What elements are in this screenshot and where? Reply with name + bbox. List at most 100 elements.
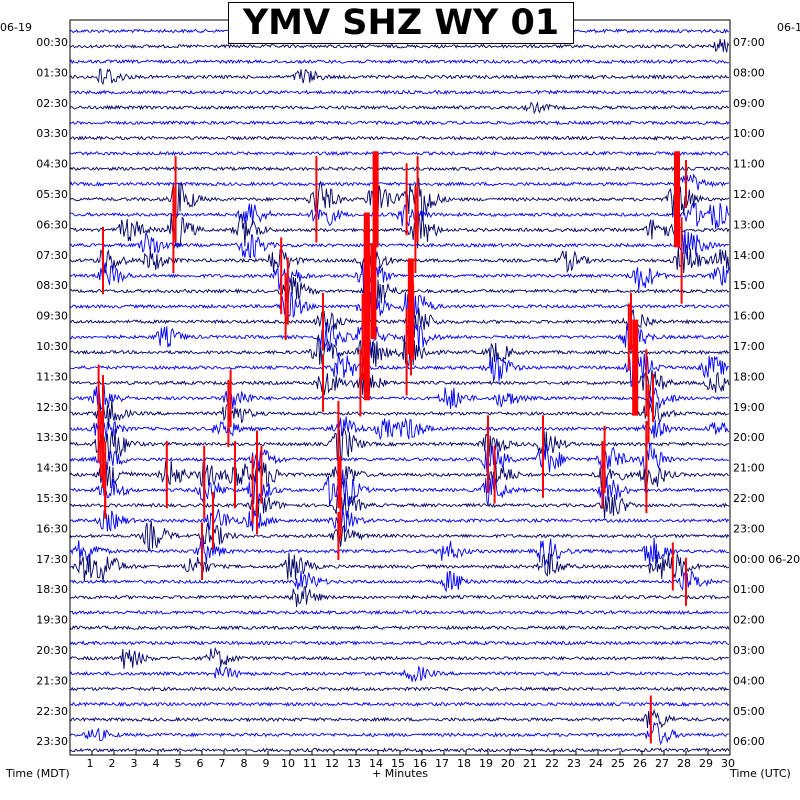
minute-tick-label: 20 xyxy=(501,757,515,770)
left-tick-label: 23:30 xyxy=(36,735,68,748)
event-highlights xyxy=(97,151,687,744)
trace-row-44 xyxy=(69,701,730,708)
right-tick-label: 01:00 xyxy=(733,583,765,596)
minute-tick-label: 15 xyxy=(391,757,405,770)
event-mark-28-1 xyxy=(256,430,258,489)
right-tick-label: 00:00 06-20 xyxy=(733,553,800,566)
trace-row-11 xyxy=(69,177,730,222)
trace-row-3 xyxy=(69,68,730,85)
left-tick-label: 04:30 xyxy=(36,158,68,171)
minute-ticks: 1 2 3 4 5 6 7 8 9 10 11 12 13 14 15 16 17 18 19 20 21 22 23 24 2… xyxy=(87,751,735,770)
event-mark-20-0 xyxy=(361,293,364,381)
trace-row-16 xyxy=(69,259,730,295)
event-mark-29-5 xyxy=(337,441,340,509)
left-tick-label: 06:30 xyxy=(36,218,68,231)
event-mark-26-0 xyxy=(97,395,100,463)
right-tick-label: 07:00 xyxy=(733,36,765,49)
trace-row-7 xyxy=(69,135,730,141)
left-tick-label: 15:30 xyxy=(36,492,68,505)
trace-row-22 xyxy=(69,346,730,389)
minute-tick-label: 12 xyxy=(325,757,339,770)
right-tick-label: 15:00 xyxy=(733,279,765,292)
minute-tick-label: 4 xyxy=(153,757,160,770)
trace-row-28 xyxy=(69,442,730,476)
trace-row-41 xyxy=(69,646,730,669)
event-mark-20-1 xyxy=(410,298,412,376)
event-mark-19-0 xyxy=(322,292,324,351)
right-tick-label: 09:00 xyxy=(733,97,765,110)
event-mark-21-1 xyxy=(405,309,408,396)
event-mark-15-0 xyxy=(102,226,104,295)
left-tick-label: 12:30 xyxy=(36,401,68,414)
right-tick-label: 05:00 xyxy=(733,705,765,718)
event-mark-11-5 xyxy=(674,151,680,248)
minute-tick-label: 6 xyxy=(197,757,204,770)
trace-row-35 xyxy=(69,552,730,582)
event-mark-29-6 xyxy=(493,445,496,504)
trace-row-12 xyxy=(69,202,730,229)
trace-row-9 xyxy=(69,166,730,172)
left-tick-label: 03:30 xyxy=(36,127,68,140)
trace-row-32 xyxy=(69,509,730,534)
right-axis-label: Time (UTC) xyxy=(730,767,791,780)
left-tick-label: 17:30 xyxy=(36,553,68,566)
left-tick-label: 05:30 xyxy=(36,188,68,201)
minute-tick-label: 24 xyxy=(589,757,603,770)
trace-row-45 xyxy=(69,708,730,729)
trace-row-39 xyxy=(69,624,730,631)
event-mark-11-0 xyxy=(174,156,177,243)
right-tick-label: 23:00 xyxy=(733,522,765,535)
event-mark-28-0 xyxy=(102,430,104,489)
trace-row-40 xyxy=(69,640,730,646)
x-axis-label: + Minutes xyxy=(372,767,429,780)
right-tick-label: 06:00 xyxy=(733,735,765,748)
left-tick-label: 00:30 xyxy=(36,36,68,49)
right-tick-label: 16:00 xyxy=(733,310,765,323)
right-time-ticks: 07:00 08:00 09:00 10:00 11:00 12:00 13:00 14:00… xyxy=(733,36,800,748)
minute-tick-label: 13 xyxy=(347,757,361,770)
trace-row-26 xyxy=(69,416,730,441)
event-mark-19-2 xyxy=(630,292,632,351)
left-tick-label: 19:30 xyxy=(36,614,68,627)
trace-row-38 xyxy=(69,609,730,616)
trace-row-33 xyxy=(69,521,730,551)
trace-row-2 xyxy=(69,58,730,65)
event-mark-36-0 xyxy=(685,557,687,606)
event-mark-11-4 xyxy=(416,156,419,243)
minute-tick-label: 8 xyxy=(241,757,248,770)
event-mark-33-0 xyxy=(337,511,340,560)
event-mark-25-2 xyxy=(647,384,650,443)
minute-tick-label: 2 xyxy=(109,757,116,770)
event-mark-30-1 xyxy=(203,461,206,519)
event-mark-16-0 xyxy=(280,237,283,315)
event-mark-25-0 xyxy=(102,375,104,452)
trace-row-8 xyxy=(69,150,730,157)
trace-rows xyxy=(69,28,730,753)
trace-row-27 xyxy=(69,427,730,462)
minute-tick-label: 29 xyxy=(699,757,713,770)
trace-row-24 xyxy=(69,384,729,411)
right-tick-label: 14:00 xyxy=(733,249,765,262)
left-tick-label: 08:30 xyxy=(36,279,68,292)
event-mark-28-4 xyxy=(603,425,606,493)
right-tick-label: 02:00 xyxy=(733,614,765,627)
trace-row-23 xyxy=(69,369,730,398)
event-mark-23-2 xyxy=(645,349,648,417)
left-tick-label: 01:30 xyxy=(36,66,68,79)
left-tick-label: 16:30 xyxy=(36,522,68,535)
event-mark-24-2 xyxy=(652,374,654,423)
left-tick-label: 09:30 xyxy=(36,310,68,323)
event-mark-23-1 xyxy=(359,349,362,417)
minute-tick-label: 10 xyxy=(281,757,295,770)
event-mark-23-0 xyxy=(322,354,324,412)
event-mark-17-0 xyxy=(286,257,289,325)
event-mark-31-0 xyxy=(256,476,258,535)
event-mark-28-3 xyxy=(542,421,544,498)
left-tick-label: 10:30 xyxy=(36,340,68,353)
trace-row-4 xyxy=(69,89,729,95)
trace-row-37 xyxy=(70,586,730,608)
event-mark-10-0 xyxy=(685,160,687,208)
left-date-label: 06-19 xyxy=(0,21,32,34)
event-mark-21-0 xyxy=(363,304,370,401)
event-mark-31-1 xyxy=(339,471,342,539)
